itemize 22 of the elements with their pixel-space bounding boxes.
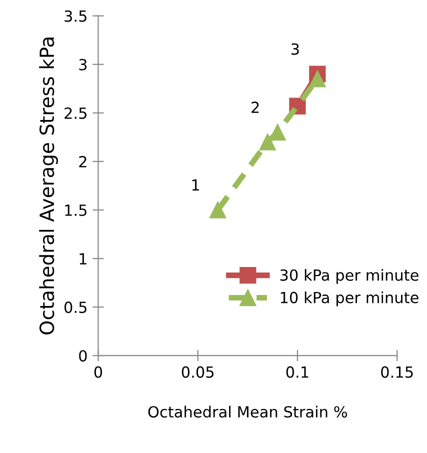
y-axis-title: Octahedral Average Stress kPa (39, 38, 58, 334)
y-tick-label: 0 (79, 350, 87, 362)
point (209, 202, 226, 218)
annotation: 2 (252, 102, 259, 113)
y-tick-label: 1.5 (65, 204, 86, 216)
x-tick-label: 0 (94, 366, 102, 378)
y-tick-label: 3 (79, 58, 87, 70)
x-tick-label: 0.1 (286, 366, 308, 378)
legend-label: 30 kPa per minute (280, 269, 418, 284)
y-tick-label: 1 (80, 253, 86, 264)
point (309, 70, 326, 88)
point (259, 134, 276, 150)
y-tick-label: 3.5 (64, 10, 86, 22)
x-tick-label: 0.05 (182, 366, 214, 378)
y-tick-label: 2 (79, 156, 86, 168)
annotation: 3 (291, 43, 299, 55)
y-tick-label: 2.5 (64, 107, 86, 119)
annotation: 1 (192, 179, 199, 191)
y-tick-label: 0.5 (64, 302, 86, 314)
legend-label: 10 kPa per minute (280, 291, 418, 306)
x-tick-label: 0.15 (381, 366, 413, 378)
x-axis-title: Octahedral Mean Strain % (148, 406, 348, 418)
